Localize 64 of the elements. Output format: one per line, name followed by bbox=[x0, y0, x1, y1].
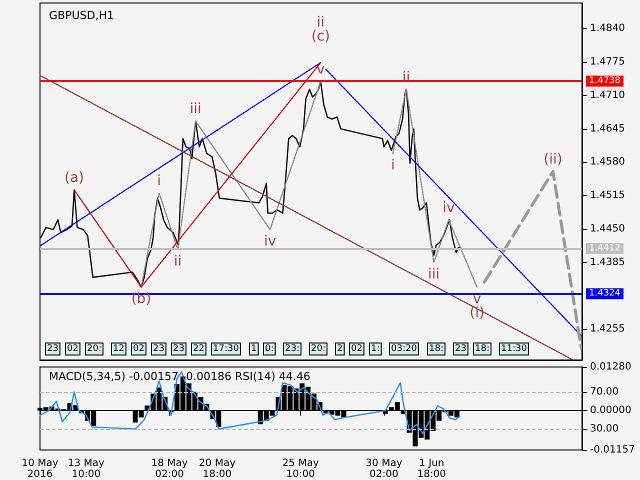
y-tick-label: 1.4515 bbox=[590, 190, 625, 202]
annotation: v bbox=[316, 62, 325, 78]
x-tick-label: 20 May 18:00 bbox=[198, 458, 236, 480]
annotation: 1 bbox=[251, 344, 257, 354]
annotation: (c) bbox=[311, 28, 330, 45]
x-tick-label: 13 May 10:00 bbox=[68, 458, 105, 480]
y-tick-label: 0.00000 bbox=[590, 405, 632, 416]
y-tick-label: 1.4840 bbox=[590, 23, 625, 34]
y-tick-label: 1.4385 bbox=[590, 256, 625, 268]
annotation: 02 bbox=[133, 344, 144, 354]
annotation: 23 bbox=[455, 344, 466, 354]
annotation: 12 bbox=[113, 344, 124, 354]
annotation: 11:30 bbox=[501, 344, 528, 354]
y-tick-label: 0.01280 bbox=[590, 362, 632, 372]
x-tick-label: 25 May 10:00 bbox=[282, 458, 319, 480]
x-tick-label: 30 May 02:00 bbox=[366, 458, 402, 480]
annotation: ii bbox=[316, 14, 325, 31]
ref-line-label: 1.4412 bbox=[589, 244, 620, 254]
y2-tick-label: 30.00 bbox=[590, 423, 619, 434]
line-series bbox=[140, 80, 322, 288]
annotation: 2 bbox=[337, 344, 343, 354]
x-tick-label: 10 May 2016 bbox=[22, 458, 58, 480]
ref-line-label: 1.4738 bbox=[589, 76, 621, 86]
annotation: 0: bbox=[265, 344, 274, 354]
annotation: i bbox=[390, 158, 395, 174]
annotation: 02 bbox=[351, 344, 362, 354]
annotation: iii bbox=[428, 266, 440, 282]
annotation: 23 bbox=[153, 344, 164, 354]
text: GBPUSD,H1 bbox=[49, 9, 114, 22]
ref-line-label: 1.4324 bbox=[589, 288, 621, 299]
annotation: i bbox=[157, 173, 162, 190]
annotation: 18: bbox=[475, 344, 490, 354]
annotation: ii bbox=[174, 254, 182, 270]
x-tick-label: 1 Jun 18:00 bbox=[417, 458, 446, 480]
annotation: v bbox=[472, 291, 482, 308]
annotation: 20: bbox=[87, 344, 102, 354]
annotation: iv bbox=[264, 234, 276, 250]
y-tick-label: 1.4580 bbox=[590, 156, 625, 168]
y-tick-label: 1.4710 bbox=[590, 90, 625, 101]
y-tick-label: 1.4775 bbox=[590, 56, 625, 68]
annotation: 20: bbox=[311, 344, 326, 354]
y-tick-label: 1.4255 bbox=[590, 324, 625, 335]
line-series bbox=[392, 88, 478, 288]
annotation: 02 bbox=[67, 344, 78, 354]
annotation: 1: bbox=[371, 344, 380, 354]
annotation: 23 bbox=[47, 344, 58, 354]
annotation: iv bbox=[442, 200, 455, 216]
annotation: 22 bbox=[193, 344, 204, 354]
y-tick-label: -0.01157 bbox=[590, 444, 635, 456]
x-tick-label: 18 May 02:00 bbox=[151, 458, 188, 480]
annotation: iii bbox=[190, 101, 202, 118]
annotation: 03:20 bbox=[391, 344, 418, 354]
annotation: 23: bbox=[285, 344, 300, 354]
y-tick-label: 1.4645 bbox=[590, 123, 625, 134]
annotation: 17:30 bbox=[213, 344, 240, 354]
annotation: (b) bbox=[131, 291, 152, 308]
y-tick-label: 1.4450 bbox=[590, 224, 625, 235]
annotation: (i) bbox=[470, 305, 484, 322]
line-series bbox=[39, 371, 461, 434]
annotation: 18: bbox=[429, 344, 444, 354]
annotation: (a) bbox=[64, 170, 84, 186]
y2-tick-label: 70.00 bbox=[590, 386, 619, 398]
annotation: 23 bbox=[173, 344, 184, 354]
annotation: (ii) bbox=[544, 151, 562, 168]
